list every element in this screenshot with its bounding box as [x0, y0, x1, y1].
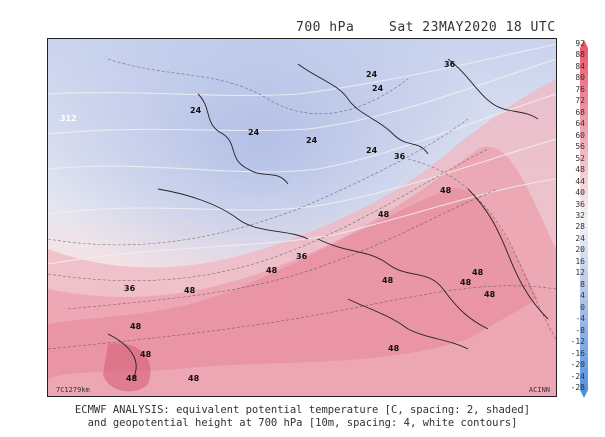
contour-label: 24	[306, 136, 318, 145]
contour-label: 48	[184, 286, 196, 295]
contour-label: 48	[130, 322, 142, 331]
source-credit: ACINN	[528, 386, 550, 394]
colorbar-tick-label: 52	[575, 153, 585, 163]
contour-label: 48	[188, 374, 200, 383]
colorbar-tick-label: -24	[570, 371, 585, 381]
contour-label: 48	[388, 344, 400, 353]
colorbar-tick-label: 88	[575, 50, 585, 60]
colorbar-tick-label: -20	[570, 360, 585, 370]
colorbar-tick-label: 36	[575, 199, 585, 209]
colorbar-tick-label: 4	[580, 291, 585, 301]
contour-label: 48	[140, 350, 152, 359]
colorbar-tick-label: -4	[575, 314, 585, 324]
colorbar-tick-label: 16	[575, 256, 585, 266]
colorbar-ramp	[580, 40, 588, 398]
colorbar-tick-label: -8	[575, 325, 585, 335]
colorbar-tick-label: 0	[580, 302, 585, 312]
contour-label: 48	[378, 210, 390, 219]
contour-label: 48	[472, 268, 484, 277]
contour-label: 48	[266, 266, 278, 275]
colorbar-tick-label: 28	[575, 222, 585, 232]
colorbar-tick-label: 44	[575, 176, 585, 186]
map-scale-label: 7C1279km	[56, 386, 90, 394]
contour-label: 24	[248, 128, 260, 137]
coastlines	[107, 58, 549, 380]
colorbar-tick-label: 84	[575, 61, 585, 71]
map-canvas: 24 24 24 24 24 24 36 36 36 36 48 48 48 4…	[48, 39, 556, 396]
hot-core-region	[48, 187, 538, 379]
colorbar-tick-label: 68	[575, 107, 585, 117]
colorbar-tick-label: 60	[575, 130, 585, 140]
colorbar-tick-label: 72	[575, 96, 585, 106]
colorbar-tick-label: -12	[570, 337, 585, 347]
contour-label: 24	[366, 146, 378, 155]
contour-label: 48	[484, 290, 496, 299]
pressure-level-title: 700 hPa	[296, 20, 355, 35]
contour-label: 24	[190, 106, 202, 115]
caption-line-2: and geopotential height at 700 hPa [10m,…	[87, 417, 518, 429]
colorbar-tick-label: 92	[575, 39, 585, 48]
colorbar-tick-label: -16	[570, 348, 585, 358]
contour-label: 36	[124, 284, 136, 293]
colorbar	[580, 40, 588, 398]
weather-map: 24 24 24 24 24 24 36 36 36 36 48 48 48 4…	[47, 38, 557, 397]
colorbar-tick-label: 20	[575, 245, 585, 255]
contour-label: 48	[126, 374, 138, 383]
contour-label: 48	[440, 186, 452, 195]
colorbar-tick-label: 40	[575, 188, 585, 198]
colorbar-tick-label: 48	[575, 165, 585, 175]
geopotential-label: 312	[60, 114, 77, 123]
theta-e-contours	[48, 58, 556, 350]
contour-label: 48	[460, 278, 472, 287]
colorbar-tick-label: 56	[575, 142, 585, 152]
contour-label: 24	[372, 84, 384, 93]
contour-label: 36	[394, 152, 406, 161]
colorbar-tick-label: 76	[575, 84, 585, 94]
colorbar-tick-label: 64	[575, 119, 585, 129]
contour-label: 36	[444, 60, 456, 69]
colorbar-tick-label: -28	[570, 383, 585, 392]
contour-label-group: 24 24 24 24 24 24 36 36 36 36 48 48 48 4…	[124, 60, 496, 383]
geopotential-contours	[48, 43, 556, 265]
colorbar-tick-label: 8	[580, 279, 585, 289]
colorbar-tick-label: 80	[575, 73, 585, 83]
valid-time-title: Sat 23MAY2020 18 UTC	[389, 20, 556, 35]
colorbar-tick-label: 32	[575, 211, 585, 220]
colorbar-tick-label: 12	[575, 268, 585, 278]
contour-label: 24	[366, 70, 378, 79]
contour-label: 48	[382, 276, 394, 285]
hot-spot-region	[103, 343, 151, 392]
contour-label: 36	[296, 252, 308, 261]
colorbar-tick-label: 24	[575, 233, 585, 243]
caption-line-1: ECMWF ANALYSIS: equivalent potential tem…	[74, 404, 531, 416]
